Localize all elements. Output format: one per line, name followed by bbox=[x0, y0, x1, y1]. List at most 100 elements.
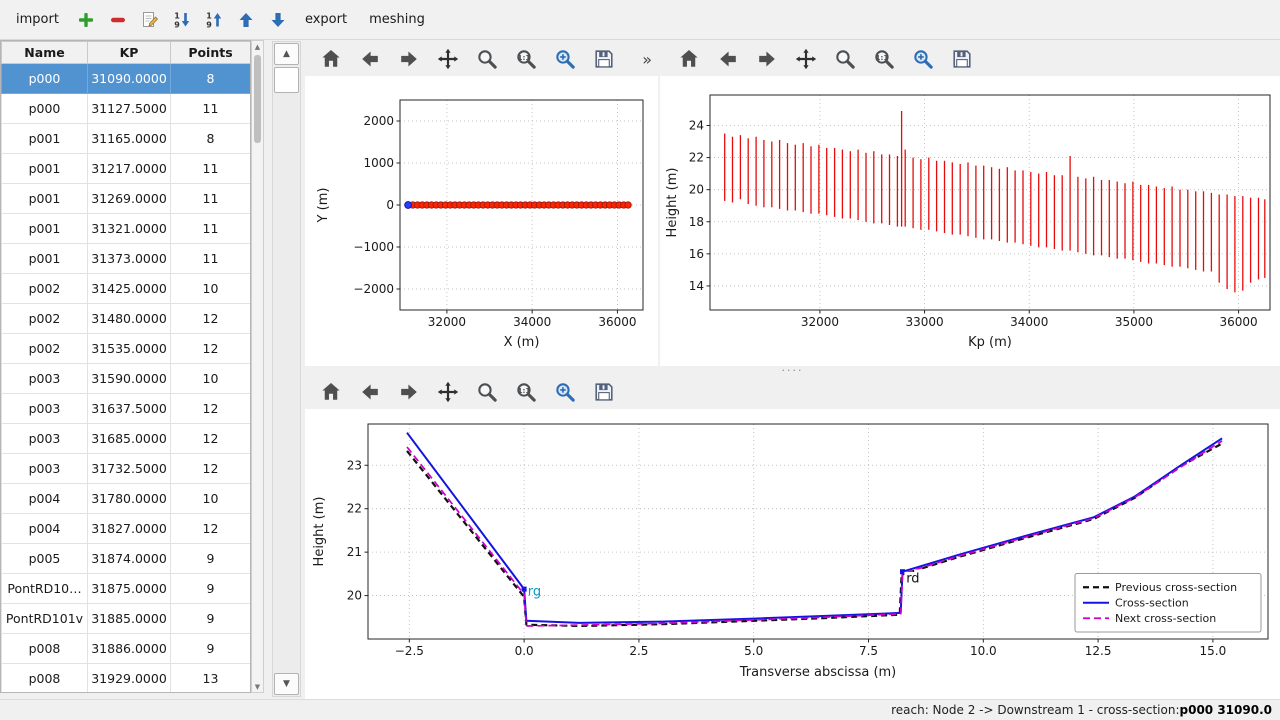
table-scroll-up-icon[interactable]: ▲ bbox=[254, 42, 261, 51]
cross-section-chart[interactable]: −2.5 0.0 2.5 5.0 7.5 10.0 12.5 15.0 20 21 22 23 Tran… bbox=[305, 409, 1280, 699]
name-cell: p000 bbox=[1, 93, 88, 124]
table-row[interactable]: p003 31685.0000 12 bbox=[1, 423, 250, 454]
svg-text:34000: 34000 bbox=[1010, 315, 1048, 329]
home-button[interactable] bbox=[317, 45, 345, 73]
panel-scrollbar-thumb[interactable] bbox=[274, 67, 299, 93]
import-button[interactable]: import bbox=[16, 12, 59, 27]
zoom-selection-button[interactable] bbox=[551, 45, 579, 73]
svg-text:Transverse abscissa (m): Transverse abscissa (m) bbox=[739, 665, 897, 680]
pan-button[interactable] bbox=[434, 378, 462, 406]
kp-cell: 31885.0000 bbox=[87, 603, 171, 634]
save-icon bbox=[953, 50, 971, 68]
export-button[interactable]: export bbox=[304, 12, 348, 27]
table-scroll-down-icon[interactable]: ▼ bbox=[254, 682, 261, 691]
save-button[interactable] bbox=[948, 45, 976, 73]
table-row[interactable]: p001 31373.0000 11 bbox=[1, 243, 250, 274]
plan-view-chart[interactable]: 32000 34000 36000 −2000 −1000 0 1000 2000 X (m) Y… bbox=[305, 76, 658, 366]
forward-button[interactable] bbox=[395, 45, 423, 73]
save-button[interactable] bbox=[590, 378, 618, 406]
pan-icon bbox=[437, 381, 459, 403]
back-button[interactable] bbox=[714, 45, 742, 73]
table-row[interactable]: p003 31637.5000 12 bbox=[1, 393, 250, 424]
name-cell: p002 bbox=[1, 303, 88, 334]
zoom-button[interactable] bbox=[473, 45, 501, 73]
table-row[interactable]: p008 31886.0000 9 bbox=[1, 633, 250, 664]
table-row[interactable]: p008 31929.0000 13 bbox=[1, 663, 250, 692]
table-row[interactable]: p003 31590.0000 10 bbox=[1, 363, 250, 394]
table-row[interactable]: p002 31535.0000 12 bbox=[1, 333, 250, 364]
points-cell: 11 bbox=[170, 183, 250, 214]
status-selected-cross-section: p000 31090.0 bbox=[1179, 703, 1272, 717]
panel-scrollbar[interactable]: ▲ ▼ bbox=[272, 41, 301, 697]
move-up-button[interactable] bbox=[231, 5, 261, 35]
table-scrollbar[interactable]: ▲ ▼ bbox=[251, 40, 264, 693]
edit-button[interactable] bbox=[135, 5, 165, 35]
svg-text:36000: 36000 bbox=[1220, 315, 1258, 329]
table-row[interactable]: p002 31480.0000 12 bbox=[1, 303, 250, 334]
longitudinal-profile-chart[interactable]: 32000 33000 34000 35000 36000 14 16 18 20 22 24 Kp … bbox=[660, 76, 1280, 366]
remove-button[interactable] bbox=[103, 5, 133, 35]
next-cross-section bbox=[406, 440, 1223, 627]
table-scrollbar-thumb[interactable] bbox=[254, 55, 261, 143]
table-row[interactable]: PontRD10… 31875.0000 9 bbox=[1, 573, 250, 604]
forward-button[interactable] bbox=[395, 378, 423, 406]
home-button[interactable] bbox=[675, 45, 703, 73]
name-cell: p003 bbox=[1, 423, 88, 454]
kp-cell: 31269.0000 bbox=[87, 183, 171, 214]
move-down-button[interactable] bbox=[263, 5, 293, 35]
table-row[interactable]: p004 31780.0000 10 bbox=[1, 483, 250, 514]
back-icon bbox=[362, 51, 378, 67]
table-row[interactable]: p001 31217.0000 11 bbox=[1, 153, 250, 184]
longitudinal-profile-panel: 1:1 32000 33000 34000 35000 36000 14 16 18 20 22 2… bbox=[660, 42, 1280, 366]
svg-text:−2000: −2000 bbox=[353, 282, 394, 296]
back-button[interactable] bbox=[356, 45, 384, 73]
zoom-original-button[interactable]: 1:1 bbox=[870, 45, 898, 73]
save-button[interactable] bbox=[590, 45, 618, 73]
svg-text:10.0: 10.0 bbox=[970, 644, 997, 658]
table-row[interactable]: PontRD101v 31885.0000 9 bbox=[1, 603, 250, 634]
add-button[interactable] bbox=[71, 5, 101, 35]
toolbar-overflow-button[interactable]: » bbox=[642, 49, 652, 69]
zoom-selection-button[interactable] bbox=[909, 45, 937, 73]
table-row[interactable]: p000 31090.0000 8 bbox=[1, 63, 250, 94]
annotation-rg: rg bbox=[528, 585, 541, 600]
profile-toolbar: 1:1 bbox=[660, 42, 1280, 76]
zoom-button[interactable] bbox=[473, 378, 501, 406]
column-header-name[interactable]: Name bbox=[1, 41, 88, 64]
points-cell: 12 bbox=[170, 393, 250, 424]
zoom-original-button[interactable]: 1:1 bbox=[512, 45, 540, 73]
panel-scroll-up-button[interactable]: ▲ bbox=[274, 43, 299, 65]
column-header-points[interactable]: Points bbox=[170, 41, 250, 64]
table-row[interactable]: p001 31269.0000 11 bbox=[1, 183, 250, 214]
zoom-selection-button[interactable] bbox=[551, 378, 579, 406]
table-row[interactable]: p000 31127.5000 11 bbox=[1, 93, 250, 124]
zoom-original-button[interactable]: 1:1 bbox=[512, 378, 540, 406]
table-row[interactable]: p005 31874.0000 9 bbox=[1, 543, 250, 574]
table-row[interactable]: p002 31425.0000 10 bbox=[1, 273, 250, 304]
back-button[interactable] bbox=[356, 378, 384, 406]
svg-text:Height (m): Height (m) bbox=[665, 168, 680, 238]
cross-sections-panel: Name KP Points p000 31090.0000 8 p000 31127.50… bbox=[0, 40, 251, 693]
horizontal-splitter[interactable]: ···· bbox=[781, 363, 804, 377]
panel-scroll-down-button[interactable]: ▼ bbox=[274, 673, 299, 695]
table-row[interactable]: p004 31827.0000 12 bbox=[1, 513, 250, 544]
forward-button[interactable] bbox=[753, 45, 781, 73]
table-row[interactable]: p001 31321.0000 11 bbox=[1, 213, 250, 244]
column-header-kp[interactable]: KP bbox=[87, 41, 171, 64]
svg-text:18: 18 bbox=[689, 215, 704, 229]
name-cell: PontRD101v bbox=[1, 603, 88, 634]
home-button[interactable] bbox=[317, 378, 345, 406]
zoom-selection-icon bbox=[556, 383, 575, 402]
table-row[interactable]: p003 31732.5000 12 bbox=[1, 453, 250, 484]
zoom-button[interactable] bbox=[831, 45, 859, 73]
svg-text:20: 20 bbox=[689, 183, 704, 197]
name-cell: p002 bbox=[1, 273, 88, 304]
table-row[interactable]: p001 31165.0000 8 bbox=[1, 123, 250, 154]
pan-button[interactable] bbox=[434, 45, 462, 73]
meshing-button[interactable]: meshing bbox=[369, 12, 425, 27]
pan-button[interactable] bbox=[792, 45, 820, 73]
cross-sections-table[interactable]: Name KP Points p000 31090.0000 8 p000 31127.50… bbox=[1, 41, 250, 692]
svg-text:16: 16 bbox=[689, 247, 704, 261]
